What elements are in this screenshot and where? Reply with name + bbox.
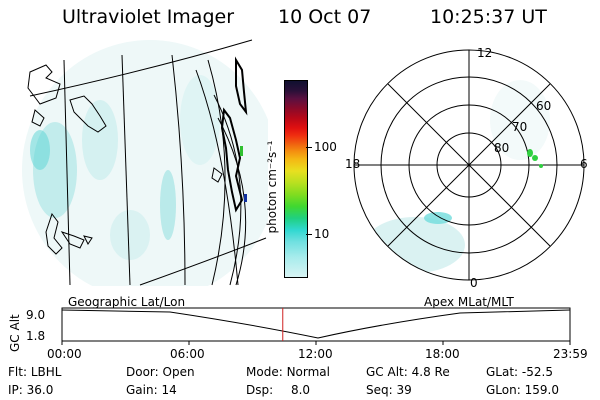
time-label: 10:25:37 UT [430,6,547,28]
aurora-bright-spot [240,146,243,156]
aurora-speckle-map [30,75,220,260]
mlt-label-6: 6 [580,157,588,171]
grid-lines [29,39,267,286]
timeline-xtick-0000: 00:00 [47,347,82,361]
glon-label: GLon: [486,383,521,397]
glat-field: GLat: -52.5 [486,365,553,379]
timeline-ytick-bottom: 1.8 [26,329,46,343]
door-field: Door: Open [126,365,195,379]
coast-marker [244,194,247,202]
timeline-xtick-0600: 06:00 [170,347,205,361]
mlt-label-12: 12 [477,46,493,60]
gain-value: 14 [161,383,177,397]
seq-field: Seq: 39 [366,383,412,397]
colorbar-tick-100 [306,147,312,148]
timeline-xtick-1800: 18:00 [425,347,460,361]
timeline-frame [61,307,571,342]
dsp-label: Dsp: [246,383,274,397]
timeline-xtick-2359: 23:59 [553,347,588,361]
flt-value: LBHL [30,365,62,379]
ip-label: IP: [8,383,23,397]
gc-alt-value: 4.8 Re [411,365,450,379]
timeline-ytick-top: 9.0 [26,308,46,322]
mode-value: Normal [286,365,330,379]
dsp-value: 8.0 [290,383,311,397]
timeline-left-title: Geographic Lat/Lon [68,295,186,309]
aurora-bright-spots-polar [527,149,543,168]
gc-alt-label: GC Alt: [366,365,408,379]
gc-alt-field: GC Alt: 4.8 Re [366,365,450,379]
date-label: 10 Oct 07 [278,6,372,28]
colorbar-tick-label-10: 10 [314,227,330,241]
door-label: Door: [126,365,159,379]
glon-value: 159.0 [524,383,559,397]
seq-value: 39 [396,383,412,397]
dsp-field: Dsp: 8.0 [246,383,310,397]
colorbar-tick-label-100: 100 [314,140,337,154]
door-value: Open [162,365,195,379]
gain-field: Gain: 14 [126,383,177,397]
mlt-label-18: 18 [345,157,361,171]
mlat-label-60: 60 [536,99,552,113]
flt-field: Flt: LBHL [8,365,61,379]
polar-diagonal-b [387,83,551,247]
glat-value: -52.5 [521,365,553,379]
ip-field: IP: 36.0 [8,383,53,397]
timeline-right-title: Apex MLat/MLT [424,295,514,309]
gain-label: Gain: [126,383,158,397]
mlat-label-80: 80 [494,141,510,155]
mode-field: Mode: Normal [246,365,330,379]
mlt-label-0: 0 [470,276,478,290]
flt-label: Flt: [8,365,27,379]
seq-label: Seq: [366,383,393,397]
mlat-label-70: 70 [512,120,528,134]
coastlines [27,56,248,255]
mode-label: Mode: [246,365,283,379]
glat-label: GLat: [486,365,519,379]
colorbar [284,80,308,278]
timeline-x-ticks [61,341,571,345]
glon-field: GLon: 159.0 [486,383,559,397]
instrument-title: Ultraviolet Imager [62,6,235,28]
altitude-curve [61,309,571,339]
timeline-xtick-1200: 12:00 [298,347,333,361]
colorbar-tick-10 [306,234,312,235]
ip-value: 36.0 [26,383,54,397]
